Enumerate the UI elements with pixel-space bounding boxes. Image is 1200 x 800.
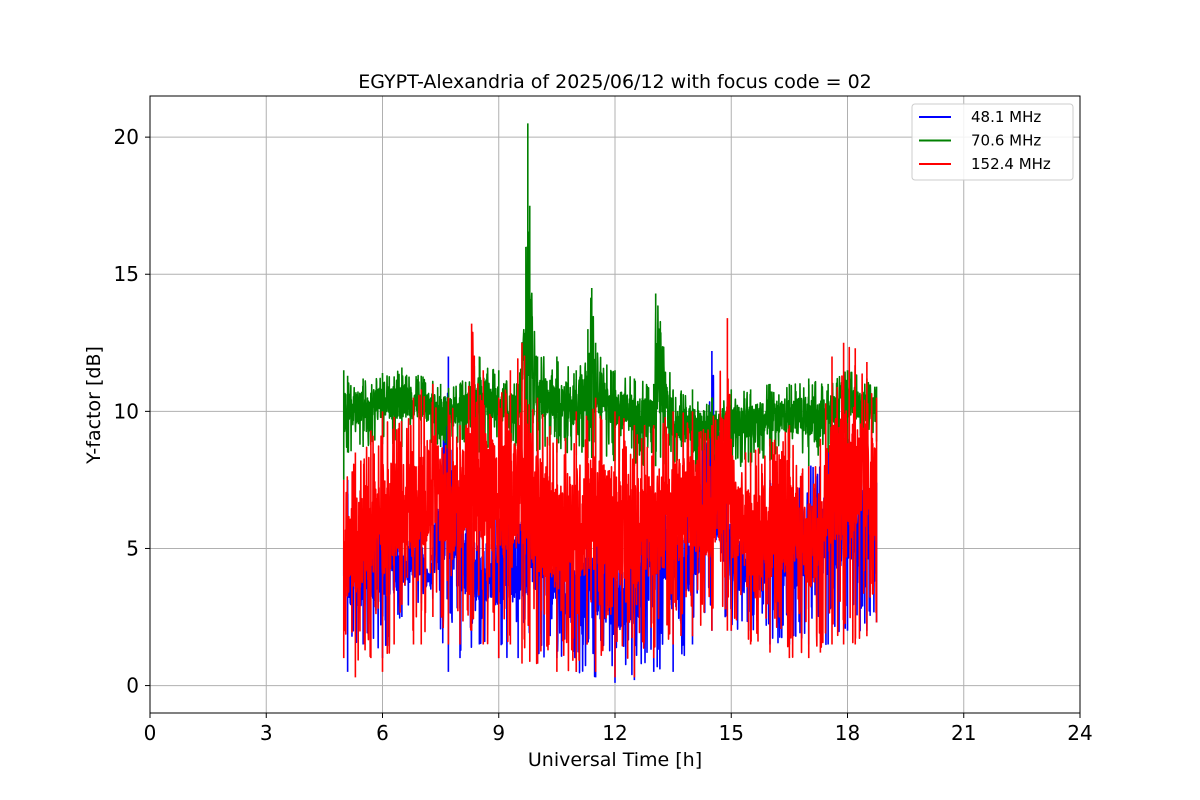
x-tick-label: 21: [951, 721, 976, 745]
x-tick-label: 15: [719, 721, 744, 745]
x-tick-label: 24: [1067, 721, 1092, 745]
y-tick-label: 0: [126, 674, 139, 698]
y-tick-label: 10: [114, 399, 139, 423]
legend-label: 70.6 MHz: [971, 132, 1041, 150]
series-layer: [342, 123, 878, 683]
x-tick-label: 9: [492, 721, 505, 745]
axis-ticks: 0 3 6 9 12 15 18 21 24 0 5 10 15 20: [114, 125, 1093, 745]
y-tick-label: 15: [114, 262, 139, 286]
legend-label: 152.4 MHz: [971, 155, 1051, 173]
series-line-2: [342, 318, 878, 678]
legend-label: 48.1 MHz: [971, 108, 1041, 126]
y-tick-label: 5: [126, 536, 139, 560]
x-tick-label: 12: [602, 721, 627, 745]
x-tick-label: 3: [260, 721, 273, 745]
x-tick-label: 0: [144, 721, 157, 745]
legend: 48.1 MHz 70.6 MHz 152.4 MHz: [911, 103, 1074, 181]
chart-title: EGYPT-Alexandria of 2025/06/12 with focu…: [358, 71, 872, 93]
legend-box: [911, 103, 1074, 181]
x-axis-label: Universal Time [h]: [528, 749, 702, 771]
x-tick-label: 18: [835, 721, 860, 745]
y-axis-label: Y-factor [dB]: [83, 346, 105, 465]
x-tick-label: 6: [376, 721, 389, 745]
y-tick-label: 20: [114, 125, 139, 149]
